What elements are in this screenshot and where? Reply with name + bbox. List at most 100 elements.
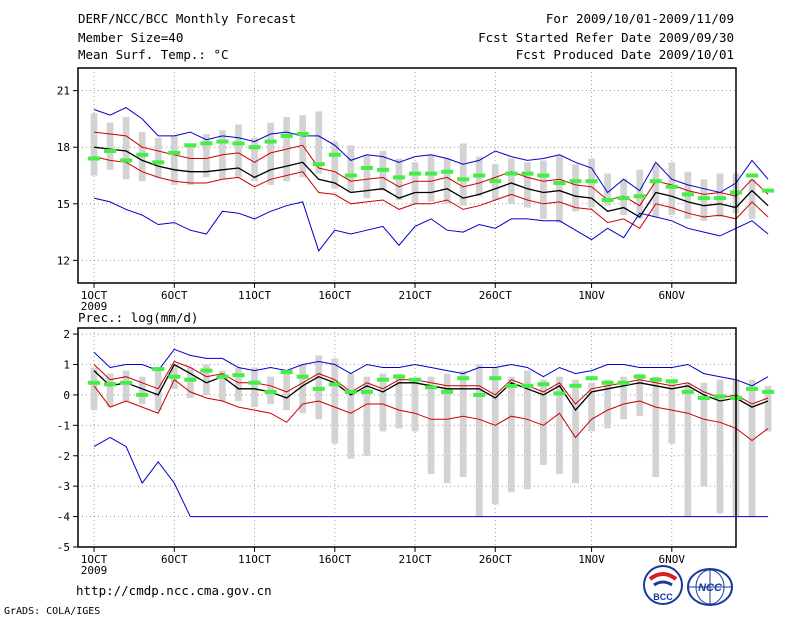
precipitation-observed-mark xyxy=(280,370,293,375)
precipitation-ytick-label: -2 xyxy=(57,450,70,463)
precipitation-observed-mark xyxy=(521,383,534,388)
member-size: Member Size=40 xyxy=(78,30,184,45)
temperature-xtick-label: 21OCT xyxy=(398,289,431,302)
ncc-logo: NCC xyxy=(686,567,734,611)
precipitation-range-box xyxy=(138,376,146,405)
precipitation-observed-mark xyxy=(136,392,149,397)
temperature-observed-mark xyxy=(681,192,694,197)
temperature-xtick-label: 11OCT xyxy=(238,289,271,302)
temperature-chart: 12 15 18 21 1OCT 6OCT 11OCT 16OCT 21OCT 26OCT 1NOV… xyxy=(57,67,775,313)
temperature-observed-mark xyxy=(521,171,534,176)
precipitation-frame xyxy=(77,327,737,548)
precipitation-observed-mark xyxy=(216,374,229,379)
precipitation-range-box xyxy=(572,379,579,484)
temperature-ytick-label: 21 xyxy=(57,85,70,98)
precipitation-range-box xyxy=(299,364,307,414)
precipitation-range-box xyxy=(700,382,708,487)
temperature-observed-mark xyxy=(489,179,502,184)
temperature-observed-mark xyxy=(280,133,293,138)
precipitation-range-box xyxy=(154,370,162,411)
temperature-observed-mark xyxy=(392,175,405,180)
precipitation-observed-mark xyxy=(537,382,550,387)
grads-credit: GrADS: COLA/IGES xyxy=(4,606,101,617)
precipitation-range-box xyxy=(636,373,644,417)
precipitation-range-box xyxy=(106,373,114,408)
precipitation-range-box xyxy=(459,370,467,478)
temperature-observed-mark xyxy=(553,181,566,186)
temperature-line-ensemble-mean xyxy=(93,146,769,218)
ncc-logo-text: NCC xyxy=(698,582,723,594)
temperature-range-box xyxy=(235,124,242,178)
temperature-xtick-label: 26OCT xyxy=(479,289,512,302)
temperature-observed-mark xyxy=(457,177,470,182)
chart-title: DERF/NCC/BCC Monthly Forecast xyxy=(78,11,297,26)
precipitation-range-box xyxy=(186,367,194,398)
precipitation-xtick-label: 16OCT xyxy=(318,553,351,566)
precipitation-line-min xyxy=(93,436,769,518)
precipitation-xtick-label: 1OCT xyxy=(81,553,108,566)
precipitation-range-box xyxy=(90,367,98,411)
temperature-observed-mark xyxy=(264,139,277,144)
precipitation-xtick-label: 6NOV xyxy=(659,553,686,566)
precipitation-observed-mark xyxy=(553,391,566,396)
temperature-range-box xyxy=(363,154,371,199)
temperature-range-box xyxy=(315,111,323,174)
temperature-range-box xyxy=(299,115,307,178)
precipitation-range-box xyxy=(652,376,660,478)
precipitation-ytick-label: 1 xyxy=(63,359,70,372)
precipitation-xtick-label: 21OCT xyxy=(398,553,431,566)
temperature-range-box xyxy=(251,137,258,182)
precipitation-observed-mark xyxy=(200,368,213,373)
temperature-observed-mark xyxy=(649,179,662,184)
precipitation-range-box xyxy=(331,358,339,444)
temperature-range-box xyxy=(652,164,660,217)
temperature-range-box xyxy=(572,164,579,212)
temperature-observed-mark xyxy=(505,171,518,176)
source-url[interactable]: http://cmdp.ncc.cma.gov.cn xyxy=(76,583,272,598)
precipitation-range-box xyxy=(347,373,355,459)
temperature-range-box xyxy=(203,134,210,178)
precipitation-range-box xyxy=(363,376,371,456)
temperature-ytick-label: 15 xyxy=(57,198,70,211)
temperature-range-box xyxy=(604,173,611,206)
temperature-range-box xyxy=(170,135,178,185)
temperature-observed-mark xyxy=(184,143,197,148)
precipitation-range-box xyxy=(235,367,242,401)
temperature-frame xyxy=(77,67,737,284)
temperature-observed-mark xyxy=(360,165,373,170)
temperature-year-label: 2009 xyxy=(81,300,108,313)
temperature-observed-mark xyxy=(200,141,213,146)
temperature-line-min xyxy=(93,197,769,252)
precipitation-observed-mark xyxy=(697,395,710,400)
precipitation-observed-mark xyxy=(312,386,325,391)
precipitation-xtick-label: 26OCT xyxy=(479,553,512,566)
precipitation-xtick-label: 1NOV xyxy=(578,553,605,566)
temperature-xtick-label: 1OCT xyxy=(81,289,108,302)
temperature-range-box xyxy=(90,113,98,176)
precipitation-range-box xyxy=(748,379,756,517)
precipitation-observed-mark xyxy=(441,389,454,394)
precipitation-observed-mark xyxy=(505,383,518,388)
precipitation-range-box xyxy=(507,376,515,493)
precipitation-grid xyxy=(78,328,736,548)
precipitation-observed-mark xyxy=(649,377,662,382)
precipitation-range-box xyxy=(283,370,291,411)
precipitation-range-box xyxy=(588,382,595,432)
temperature-line-spread-lower xyxy=(93,156,769,229)
precipitation-observed-mark xyxy=(585,376,598,381)
precipitation-range-box xyxy=(122,370,130,401)
precipitation-observed-mark xyxy=(344,389,357,394)
temperature-observed-mark xyxy=(88,156,101,161)
temperature-observed-mark xyxy=(296,132,309,137)
temperature-observed-mark xyxy=(601,198,614,203)
precipitation-observed-mark xyxy=(473,392,486,397)
precipitation-line-spread-lower xyxy=(93,378,769,442)
bcc-logo-text: BCC xyxy=(653,592,673,602)
temperature-observed-mark xyxy=(473,173,486,178)
precipitation-range-box xyxy=(443,373,451,484)
temperature-xtick-label: 1NOV xyxy=(578,289,605,302)
precipitation-observed-mark xyxy=(713,394,726,399)
fcst-produced-date: Fcst Produced Date 2009/10/01 xyxy=(515,47,734,62)
